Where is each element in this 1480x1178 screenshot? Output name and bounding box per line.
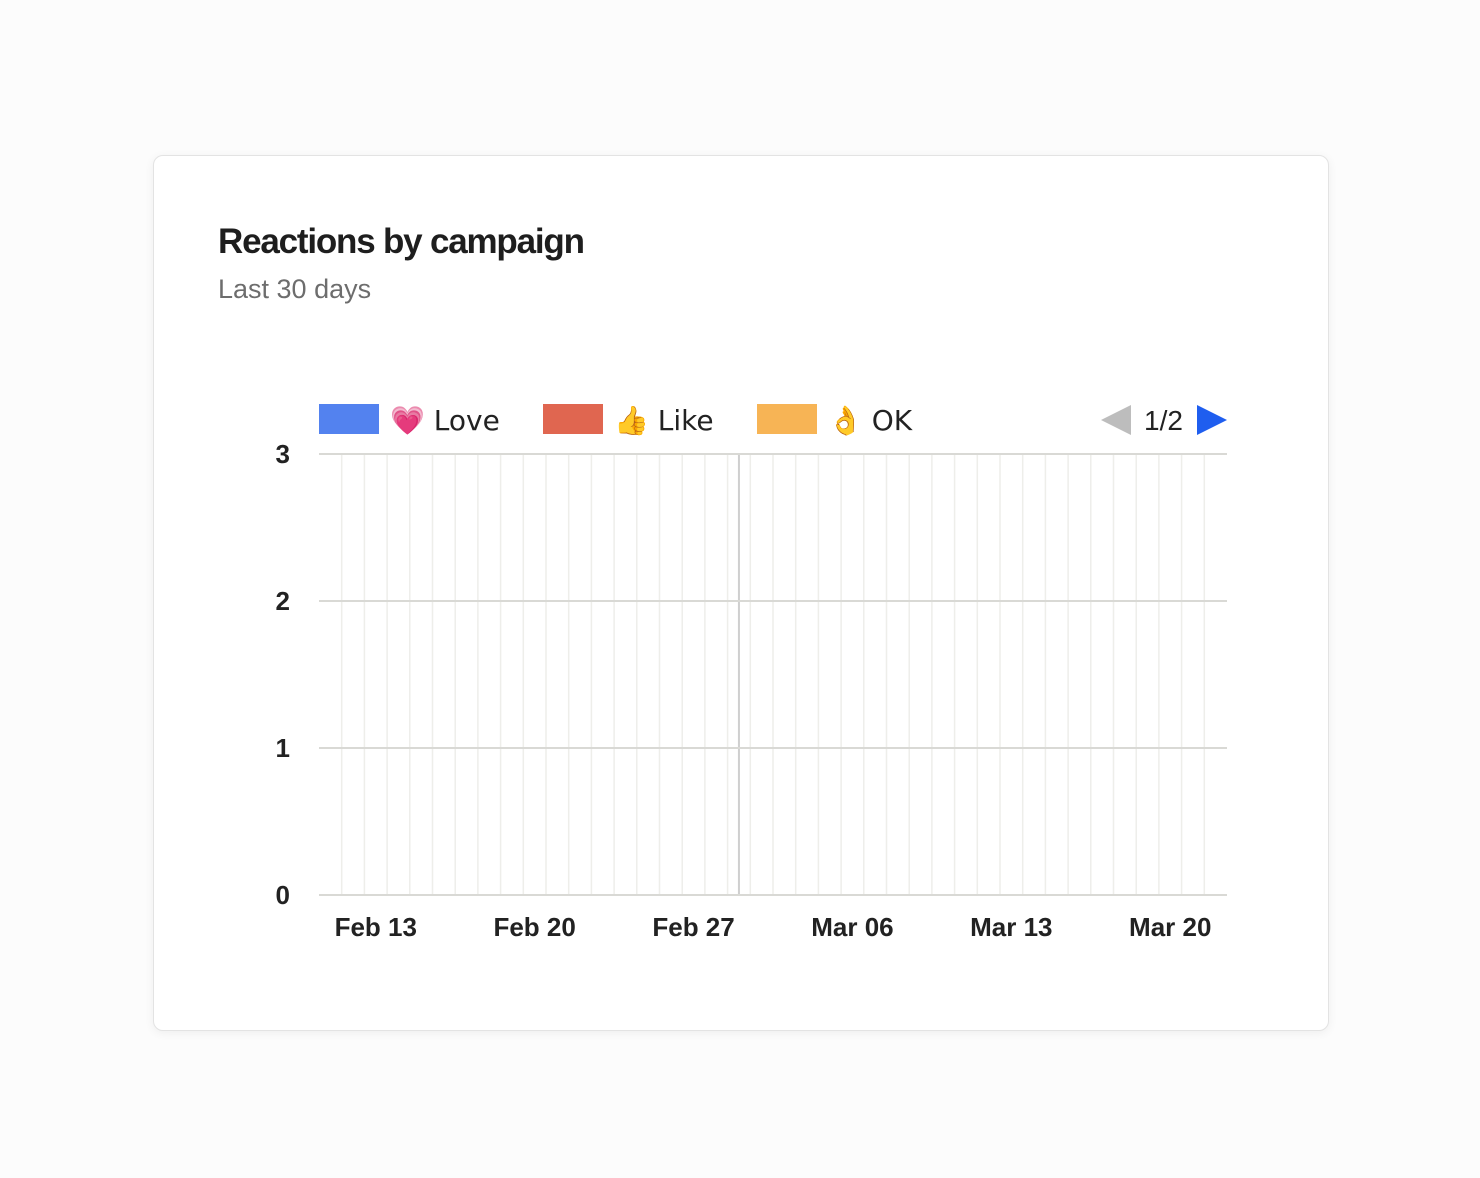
chart-title: Reactions by campaign (218, 222, 585, 261)
legend-page-indicator: 1/2 (1144, 405, 1183, 436)
x-tick-label: Mar 20 (1129, 912, 1211, 942)
legend-swatch-ok[interactable] (757, 404, 817, 434)
x-axis-ticks: Feb 13 Feb 20 Feb 27 Mar 06 Mar 13 Mar 20 (335, 912, 1212, 942)
legend-prev-arrow-icon[interactable] (1101, 405, 1131, 435)
y-axis-ticks: 0 1 2 3 (276, 439, 290, 910)
legend-swatch-love[interactable] (319, 404, 379, 434)
legend-next-arrow-icon[interactable] (1197, 405, 1227, 435)
chart-subtitle: Last 30 days (218, 274, 372, 304)
x-tick-label: Feb 20 (493, 912, 575, 942)
x-tick-label: Feb 13 (335, 912, 417, 942)
x-tick-label: Mar 06 (811, 912, 893, 942)
legend-label-love[interactable]: 💗 Love (390, 404, 500, 437)
x-tick-label: Mar 13 (970, 912, 1052, 942)
y-tick-label: 0 (276, 880, 290, 910)
x-tick-label: Feb 27 (652, 912, 734, 942)
legend-label-like[interactable]: 👍 Like (614, 404, 714, 437)
y-tick-label: 2 (276, 586, 290, 616)
legend-swatch-like[interactable] (543, 404, 603, 434)
chart-card: Reactions by campaign Last 30 days 💗 Lov… (153, 155, 1329, 1031)
y-tick-label: 1 (276, 733, 290, 763)
y-tick-label: 3 (276, 439, 290, 469)
reactions-chart: 💗 Love 👍 Like 👌 OK 1/2 0 1 2 3 Feb 13 Feb 20… (276, 404, 1227, 942)
grid-layer (319, 453, 1227, 896)
legend: 💗 Love 👍 Like 👌 OK 1/2 (319, 404, 1227, 437)
legend-label-ok[interactable]: 👌 OK (828, 404, 913, 437)
